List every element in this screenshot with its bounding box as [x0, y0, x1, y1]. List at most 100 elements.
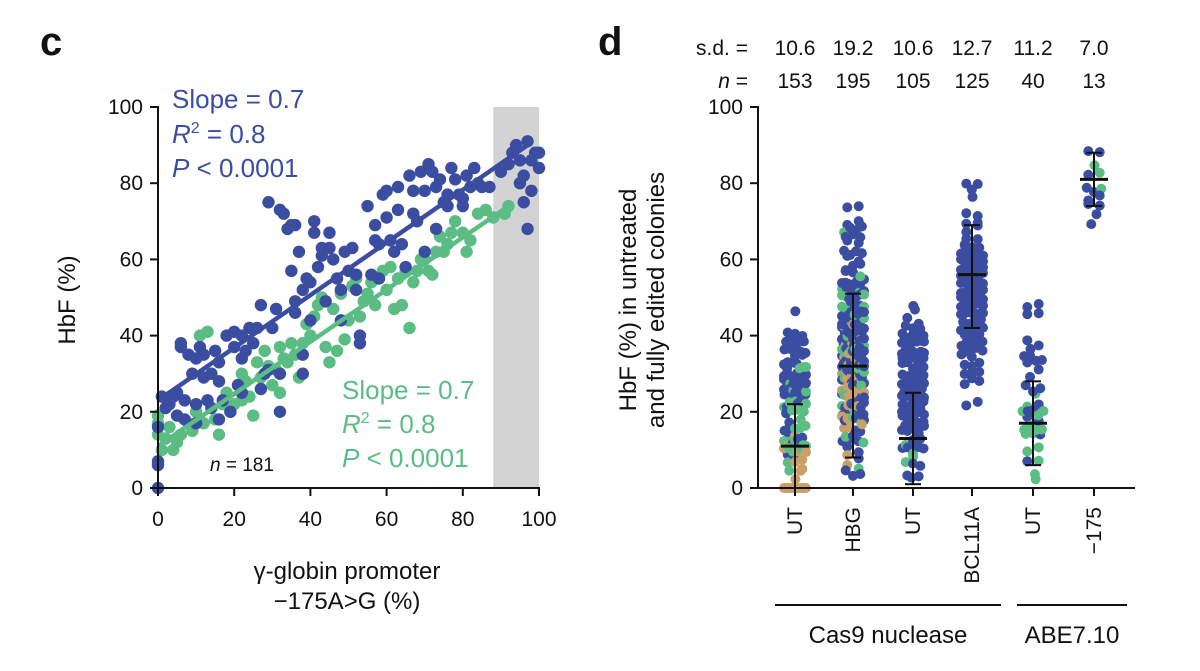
d-y-tick-label: 0 — [731, 477, 743, 500]
tan-colony-point — [856, 419, 867, 430]
blue-slope-label: Slope = 0.7 — [172, 84, 304, 114]
blue-point — [517, 196, 530, 209]
blue-r2-label: R2 = 0.8 — [172, 119, 265, 149]
blue-colony-point — [919, 347, 929, 358]
green-point — [361, 287, 374, 300]
blue-point — [178, 394, 191, 407]
green-colony-point — [859, 289, 869, 300]
n-value: 125 — [954, 70, 989, 93]
blue-point — [224, 405, 237, 418]
c-x-tick-label: 60 — [375, 508, 398, 531]
blue-colony-point — [974, 366, 985, 377]
n-value: 13 — [1082, 70, 1105, 93]
green-colony-point — [784, 465, 795, 476]
sd-value: 7.0 — [1079, 37, 1108, 60]
d-category-label: UT — [784, 507, 807, 535]
blue-colony-point — [974, 242, 985, 253]
n-value: 40 — [1021, 70, 1044, 93]
blue-point — [525, 184, 538, 198]
d-y-axis-title-line2: and fully edited colonies — [643, 172, 670, 428]
blue-colony-point — [919, 420, 929, 431]
blue-point — [247, 337, 260, 350]
blue-colony-point — [974, 375, 985, 386]
blue-point — [254, 382, 268, 396]
blue-point — [212, 375, 226, 388]
blue-point — [521, 135, 534, 148]
blue-colony-point — [972, 396, 983, 407]
blue-point — [208, 344, 222, 358]
n-value: 105 — [895, 70, 930, 93]
d-category-label: BCL11A — [961, 507, 984, 584]
blue-point — [399, 260, 412, 274]
blue-colony-point — [967, 191, 978, 202]
green-colony-point — [1038, 406, 1049, 417]
blue-point — [273, 405, 287, 418]
blue-point — [494, 165, 508, 178]
blue-fit-line — [156, 143, 529, 403]
blue-point — [197, 348, 210, 361]
blue-colony-point — [859, 397, 869, 408]
green-colony-point — [800, 420, 811, 431]
blue-colony-point — [908, 300, 919, 311]
blue-point — [288, 218, 302, 232]
blue-point — [262, 196, 275, 209]
blue-colony-point — [1022, 335, 1033, 346]
blue-colony-point — [853, 201, 864, 212]
c-x-tick-label: 40 — [299, 508, 322, 531]
blue-point — [323, 226, 336, 239]
blue-point — [483, 180, 496, 194]
blue-colony-point — [859, 307, 869, 318]
group-label-cas9: Cas9 nuclease — [809, 622, 968, 649]
median-whiskers — [781, 151, 1108, 489]
blue-point — [391, 180, 405, 194]
scatter-points — [151, 135, 546, 495]
blue-point — [353, 329, 367, 342]
blue-point — [426, 165, 439, 178]
blue-colony-point — [798, 336, 809, 347]
blue-colony-point — [859, 346, 869, 357]
sd-value: 10.6 — [775, 37, 816, 60]
blue-colony-point — [1022, 301, 1033, 312]
blue-point — [429, 222, 443, 236]
d-y-tick-label: 60 — [720, 248, 743, 271]
blue-colony-point — [1083, 146, 1094, 157]
tan-colony-point — [801, 447, 811, 458]
blue-colony-point — [961, 400, 972, 411]
blue-point — [532, 146, 546, 159]
blue-point — [178, 413, 191, 426]
c-y-axis-title: HbF (%) — [54, 255, 81, 344]
tan-colony-point — [797, 463, 808, 474]
d-category-label: UT — [1022, 507, 1045, 535]
blue-point — [205, 367, 218, 380]
group-label-abe: ABE7.10 — [1025, 622, 1120, 649]
blue-point — [308, 215, 321, 228]
blue-colony-point — [1081, 182, 1092, 193]
blue-colony-point — [1020, 380, 1031, 391]
green-point — [201, 325, 214, 338]
blue-point — [239, 344, 252, 358]
green-point — [338, 333, 351, 346]
green-point — [319, 340, 332, 354]
c-y-tick-label: 60 — [120, 248, 143, 271]
blue-point — [304, 276, 317, 289]
blue-point — [292, 245, 306, 258]
blue-colony-point — [913, 471, 924, 482]
blue-colony-point — [853, 237, 864, 248]
green-colony-point — [1033, 455, 1044, 466]
green-colony-point — [782, 457, 793, 468]
sd-value: 10.6 — [893, 37, 934, 60]
blue-colony-point — [919, 409, 929, 420]
blue-point — [273, 367, 287, 380]
panel-d-letter: d — [598, 20, 622, 64]
blue-colony-point — [855, 258, 866, 269]
green-point — [479, 203, 492, 217]
blue-point — [448, 173, 462, 186]
blue-point — [319, 295, 332, 308]
c-x-axis-title-line1: γ-globin promoter — [254, 558, 441, 585]
blue-point — [269, 302, 283, 316]
blue-point — [372, 272, 386, 285]
green-point — [327, 302, 340, 316]
green-point — [323, 356, 336, 369]
green-point — [285, 337, 298, 350]
blue-colony-point — [842, 202, 853, 213]
